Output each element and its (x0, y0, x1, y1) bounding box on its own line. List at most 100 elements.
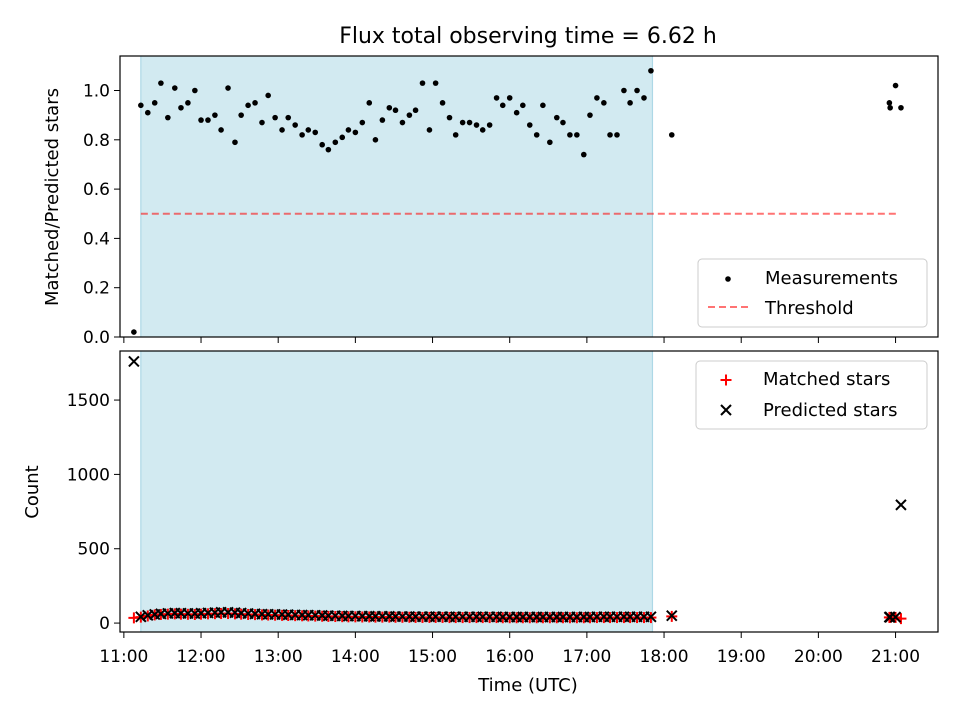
measurement-point (319, 141, 325, 148)
legend: Matched stars Predicted stars (695, 360, 928, 430)
measurement-point (668, 132, 675, 138)
measurement-point (574, 132, 580, 138)
legend-frame (697, 258, 928, 328)
x-tick-label: 21:00 (871, 647, 920, 667)
top-y-axis-label: Matched/Predicted stars (42, 88, 63, 306)
legend-measurement-marker (725, 276, 731, 282)
measurement-point (601, 100, 607, 106)
measurement-point (621, 87, 627, 94)
measurement-point (634, 87, 640, 94)
plot-frame (119, 55, 939, 338)
measurement-point (325, 146, 332, 153)
cross-b (645, 611, 657, 623)
measurement-point (305, 127, 312, 133)
predicted-star-point (666, 609, 678, 622)
y-tick-label: 0.2 (83, 279, 110, 299)
cross-b (720, 404, 732, 416)
y-tick-label: 1.0 (83, 82, 110, 102)
measurement-point (259, 119, 265, 126)
measurement-point (432, 80, 439, 86)
measurement-point (452, 132, 459, 138)
measurement-point (312, 129, 319, 136)
measurement-point (345, 127, 352, 133)
measurement-point (332, 139, 339, 146)
measurement-point (406, 112, 413, 118)
measurement-point (580, 151, 587, 158)
measurement-point (479, 127, 486, 133)
measurement-point (567, 132, 573, 138)
measurement-point (886, 100, 893, 106)
observing-interval-band (140, 351, 653, 632)
x-tick-label: 19:00 (717, 647, 766, 667)
x-tick-label: 15:00 (408, 647, 457, 667)
chart-title: Flux total observing time = 6.62 h (339, 24, 717, 49)
y-tick-label: 1500 (67, 391, 110, 411)
legend-predicted-label: Predicted stars (763, 400, 897, 421)
measurement-point (198, 117, 204, 123)
measurement-point (607, 132, 613, 138)
measurement-point (513, 109, 520, 116)
measurement-point (641, 95, 647, 101)
measurement-point (426, 127, 433, 133)
measurement-point (178, 104, 184, 111)
legend-predicted-marker (720, 404, 732, 416)
bottom-y-axis-label: Count (22, 465, 43, 518)
measurement-point (560, 119, 566, 126)
y-tick-label: 0 (99, 614, 110, 634)
y-tick-label: 0.8 (83, 131, 110, 151)
measurement-point (499, 102, 506, 109)
measurement-point (587, 112, 593, 118)
predicted-star-point (895, 499, 907, 511)
measurement-point (540, 102, 546, 109)
measurement-point (138, 102, 144, 109)
measurement-point (648, 67, 654, 74)
legend-matched-marker (720, 374, 732, 386)
y-tick-label: 0.0 (83, 328, 110, 348)
measurement-point (352, 129, 359, 136)
measurement-point (192, 87, 198, 94)
measurement-point (506, 95, 513, 101)
measurement-point (292, 122, 298, 128)
measurement-point (265, 92, 271, 99)
measurement-point (151, 100, 158, 106)
measurement-point (212, 112, 218, 118)
x-tick-label: 14:00 (331, 647, 380, 667)
x-tick-label: 20:00 (794, 647, 843, 667)
measurement-point (372, 137, 379, 143)
cross-b (895, 499, 907, 511)
measurement-point (379, 117, 386, 123)
measurement-point (205, 117, 211, 123)
legend: Measurements Threshold (697, 258, 928, 328)
measurement-point (218, 127, 224, 133)
predicted-star-point (645, 611, 657, 623)
measurement-point (131, 329, 137, 335)
cross-b (135, 611, 147, 623)
measurement-point (399, 119, 406, 126)
measurement-point (520, 102, 526, 109)
measurement-point (526, 122, 533, 128)
x-tick-label: 11:00 (99, 647, 148, 667)
measurement-point (245, 102, 251, 109)
legend-measurements-label: Measurements (765, 268, 898, 289)
measurement-point (887, 104, 893, 111)
measurement-point (898, 104, 904, 111)
measurement-point (171, 85, 178, 91)
x-tick-label: 16:00 (485, 647, 534, 667)
legend-frame (695, 360, 928, 430)
y-tick-label: 0.4 (83, 229, 110, 249)
x-tick-label: 17:00 (562, 647, 611, 667)
measurement-point (299, 132, 305, 138)
x-tick-label: 12:00 (177, 647, 226, 667)
measurement-point (272, 114, 278, 121)
measurement-point (892, 82, 899, 89)
measurement-point (366, 100, 373, 106)
measurement-point (185, 100, 191, 106)
measurement-point (165, 114, 171, 121)
measurement-point (359, 119, 366, 126)
measurement-point (627, 100, 633, 106)
y-tick-label: 0.6 (83, 180, 110, 200)
measurement-point (533, 132, 540, 138)
measurement-point (279, 127, 285, 133)
plot-frame (119, 350, 939, 633)
cross-b (128, 355, 140, 368)
